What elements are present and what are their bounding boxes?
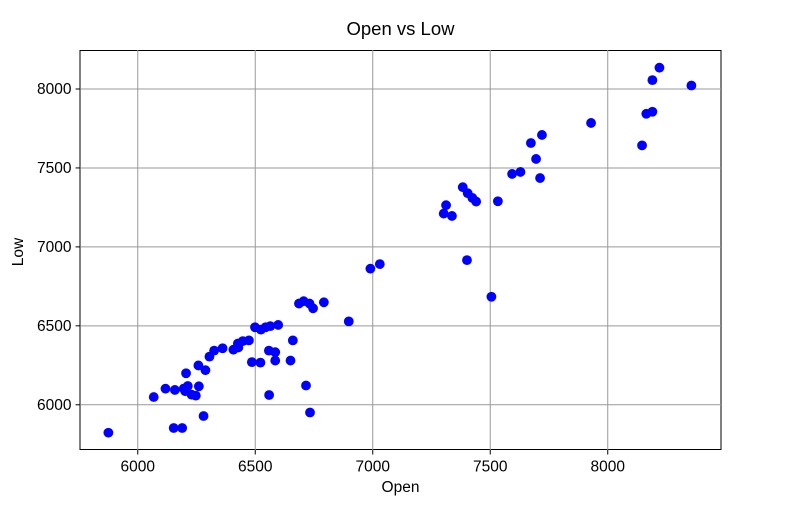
svg-text:6500: 6500 [238, 459, 273, 476]
svg-text:6500: 6500 [37, 318, 72, 335]
svg-text:8000: 8000 [590, 459, 625, 476]
svg-text:Low: Low [10, 237, 27, 266]
svg-text:Open vs Low: Open vs Low [347, 18, 456, 39]
svg-text:8000: 8000 [37, 81, 72, 98]
svg-text:6000: 6000 [37, 397, 72, 414]
svg-text:7500: 7500 [37, 160, 72, 177]
svg-text:7000: 7000 [356, 459, 391, 476]
svg-text:7000: 7000 [37, 239, 72, 256]
svg-text:6000: 6000 [121, 459, 156, 476]
svg-text:Open: Open [382, 479, 420, 496]
svg-text:7500: 7500 [473, 459, 508, 476]
